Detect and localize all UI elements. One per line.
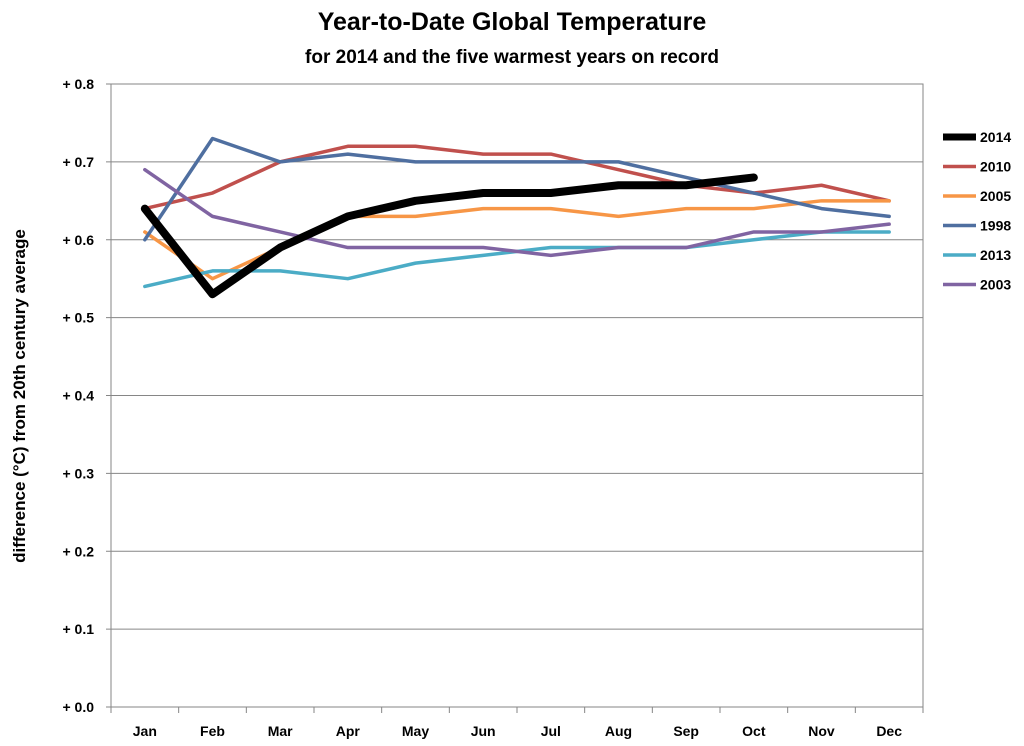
x-tick-label: Oct xyxy=(742,723,766,739)
x-tick-label: Jan xyxy=(133,723,157,739)
y-tick-label: + 0.0 xyxy=(62,699,94,715)
legend-label: 1998 xyxy=(980,218,1011,234)
x-tick-label: Apr xyxy=(336,723,361,739)
series-line-2010 xyxy=(143,144,891,211)
y-tick-label: + 0.1 xyxy=(62,621,94,637)
x-tick-label: Sep xyxy=(673,723,699,739)
x-tick-label: Mar xyxy=(268,723,293,739)
y-axis-ticks: + 0.0 + 0.1 + 0.2 + 0.3 + 0.4 + 0.5 + 0.6 + 0.7… xyxy=(62,76,111,715)
legend-label: 2014 xyxy=(980,129,1011,145)
y-tick-label: + 0.6 xyxy=(62,232,94,248)
legend-label: 2010 xyxy=(980,159,1011,175)
x-tick-label: Aug xyxy=(605,723,632,739)
x-tick-label: May xyxy=(402,723,429,739)
series-line-2003 xyxy=(143,167,891,258)
chart-subtitle: for 2014 and the five warmest years on r… xyxy=(305,47,719,68)
y-axis-label: difference (°C) from 20th century averag… xyxy=(10,229,29,563)
y-tick-label: + 0.5 xyxy=(62,310,94,326)
y-tick-label: + 0.3 xyxy=(62,465,94,481)
chart-title: Year-to-Date Global Temperature xyxy=(318,8,707,36)
series-line-1998 xyxy=(143,136,891,242)
x-tick-label: Jun xyxy=(471,723,496,739)
series-line-2014 xyxy=(140,173,758,299)
x-tick-label: Dec xyxy=(876,723,902,739)
x-tick-label: Nov xyxy=(808,723,835,739)
legend-label: 2005 xyxy=(980,188,1011,204)
series-lines xyxy=(140,136,891,299)
y-tick-label: + 0.7 xyxy=(62,154,94,170)
x-tick-label: Jul xyxy=(541,723,561,739)
y-tick-label: + 0.4 xyxy=(62,388,94,404)
legend: 2014 2010 2005 1998 2013 2003 xyxy=(943,129,1011,293)
x-axis-ticks: Jan Feb Mar Apr May Jun Jul Aug Sep Oct Nov Dec xyxy=(110,707,924,739)
y-tick-label: + 0.8 xyxy=(62,76,94,92)
y-tick-label: + 0.2 xyxy=(62,543,94,559)
legend-label: 2003 xyxy=(980,277,1011,293)
x-tick-label: Feb xyxy=(200,723,225,739)
legend-label: 2013 xyxy=(980,247,1011,263)
